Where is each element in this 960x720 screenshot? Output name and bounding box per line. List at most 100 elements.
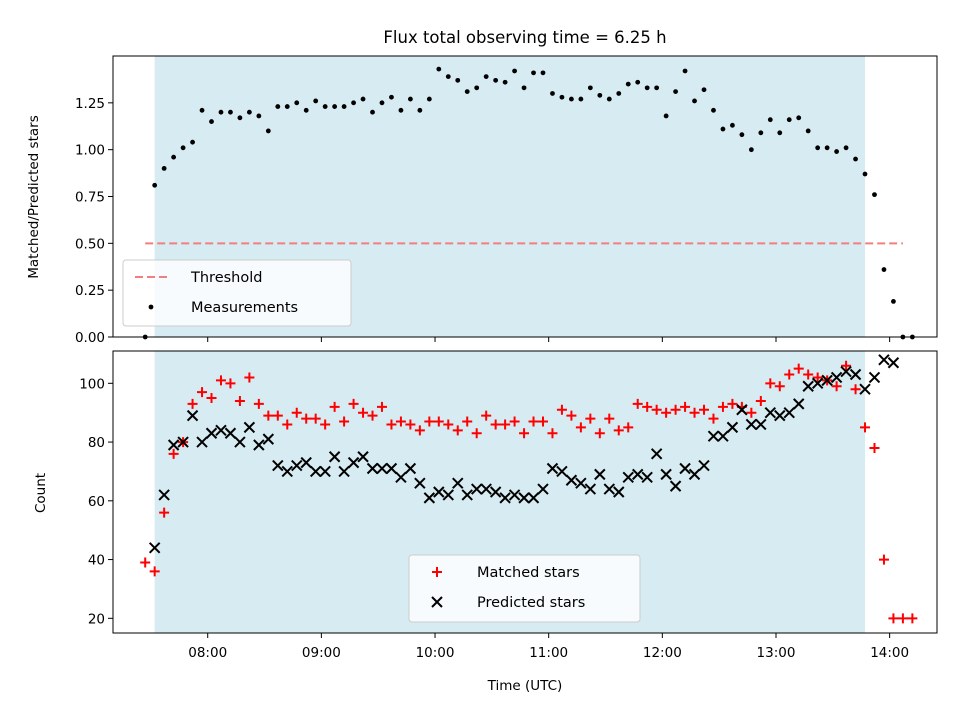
data-point [821, 374, 833, 387]
data-point [850, 384, 861, 395]
data-point [483, 74, 489, 80]
series-measurements [142, 66, 915, 340]
data-point [284, 104, 290, 109]
data-point [784, 369, 795, 380]
data-point [433, 416, 444, 427]
legend-label: Predicted stars [477, 595, 585, 611]
data-point [537, 416, 548, 427]
data-point [872, 192, 877, 198]
data-point [338, 465, 350, 478]
data-point [332, 104, 338, 109]
chart-title: Flux total observing time = 6.25 h [383, 28, 666, 47]
legend: Threshold Measurements [122, 259, 352, 327]
data-point [490, 419, 501, 430]
data-point [783, 406, 795, 419]
data-point [878, 354, 890, 366]
data-point [253, 439, 265, 451]
data-point [584, 483, 597, 495]
data-point [414, 477, 426, 489]
data-point [452, 425, 463, 436]
data-point [868, 371, 881, 384]
data-point [805, 128, 811, 134]
data-point [253, 398, 264, 409]
data-point [215, 375, 226, 386]
data-point [423, 492, 436, 504]
data-point [711, 107, 716, 113]
data-point [812, 372, 823, 383]
data-point [224, 427, 237, 439]
data-point [651, 404, 662, 415]
data-point [370, 109, 375, 115]
data-point [670, 404, 681, 415]
data-point [764, 406, 777, 419]
data-point [405, 419, 416, 430]
data-point [246, 109, 252, 115]
data-point [891, 299, 896, 304]
data-point [237, 115, 243, 121]
data-point [351, 100, 356, 106]
data-point [840, 365, 852, 378]
data-point [746, 407, 757, 418]
data-point [282, 419, 293, 430]
data-point [692, 98, 697, 104]
data-point [481, 410, 492, 421]
data-point [148, 542, 161, 554]
data-point [881, 267, 887, 272]
data-point [613, 425, 624, 436]
data-point [843, 145, 849, 151]
data-point [803, 369, 814, 380]
data-point [739, 132, 745, 138]
axes-frame [112, 350, 938, 634]
data-point [767, 117, 773, 123]
legend-box [408, 554, 641, 623]
data-point [727, 398, 738, 409]
data-point [604, 413, 615, 424]
legend-label: Threshold [190, 270, 262, 286]
data-point [726, 421, 739, 434]
data-point [341, 104, 347, 109]
series-predicted-stars [148, 354, 900, 554]
data-point [603, 483, 616, 495]
data-point [531, 70, 536, 76]
data-point [887, 357, 900, 369]
data-point [471, 428, 482, 439]
data-point [616, 91, 622, 96]
data-point [830, 371, 843, 384]
data-point [907, 613, 918, 624]
y-tick-label: 60 [88, 494, 105, 510]
data-point [275, 104, 281, 109]
y-tick-label: 1.25 [75, 96, 105, 112]
data-point [404, 462, 417, 475]
data-point [433, 486, 445, 498]
data-point [152, 182, 158, 188]
data-point [234, 436, 246, 448]
data-point [196, 436, 208, 448]
data-point [262, 433, 275, 445]
data-point [540, 70, 546, 76]
data-point [680, 401, 691, 412]
data-point [518, 492, 530, 504]
x-tick-label: 11:00 [529, 645, 568, 661]
data-point [140, 557, 151, 568]
data-point [679, 462, 691, 475]
data-point [717, 401, 728, 412]
data-point [509, 416, 520, 427]
data-point [205, 427, 218, 439]
data-point [587, 85, 593, 91]
y-tick-label: 0.25 [75, 283, 105, 299]
data-point [187, 398, 198, 409]
data-point [389, 94, 394, 100]
data-point [888, 613, 899, 624]
data-point [730, 122, 735, 128]
data-point [537, 483, 549, 495]
data-point [550, 91, 555, 96]
flux-ratio-panel: 0.00 0.25 0.50 0.75 1.00 1.25 Threshold Measure… [75, 55, 938, 346]
legend-swatch [432, 567, 442, 577]
data-point [291, 459, 303, 472]
data-point [708, 413, 719, 424]
data-point [455, 77, 461, 83]
data-point [303, 107, 309, 113]
data-point [489, 486, 502, 498]
data-point [758, 130, 764, 136]
data-point [565, 474, 578, 486]
